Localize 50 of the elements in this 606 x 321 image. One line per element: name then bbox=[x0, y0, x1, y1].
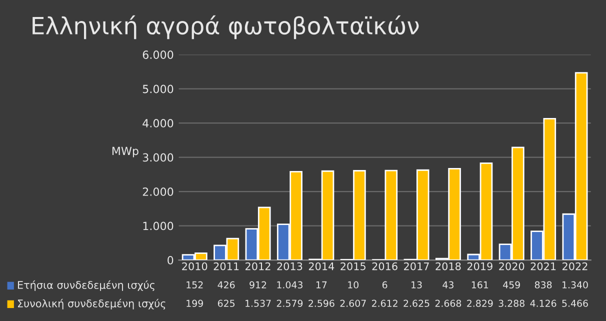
data-label: 152 bbox=[186, 281, 203, 288]
data-label: 838 bbox=[534, 281, 552, 288]
data-label: 17 bbox=[316, 281, 327, 288]
y-tick-label: 2.000 bbox=[142, 188, 174, 196]
data-label: 2.625 bbox=[404, 300, 430, 307]
y-tick-label: 5.000 bbox=[142, 84, 174, 94]
x-tick-label: 2021 bbox=[530, 262, 556, 270]
data-label: 6 bbox=[382, 281, 388, 288]
y-tick-label: 3.000 bbox=[142, 153, 174, 162]
data-label: 912 bbox=[250, 281, 266, 288]
x-tick-label: 2018 bbox=[436, 262, 461, 270]
x-tick-label: 2022 bbox=[562, 262, 588, 270]
data-label: 199 bbox=[186, 300, 203, 307]
data-label: 459 bbox=[503, 281, 520, 288]
data-label: 426 bbox=[218, 281, 235, 288]
y-tick-label: 6.000 bbox=[142, 50, 174, 59]
data-label: 625 bbox=[218, 300, 235, 307]
data-label: 10 bbox=[348, 281, 358, 288]
data-label: 2.668 bbox=[435, 300, 462, 307]
x-tick-label: 2017 bbox=[404, 262, 429, 270]
data-label: 1.340 bbox=[562, 281, 588, 288]
x-tick-label: 2015 bbox=[340, 262, 366, 270]
x-tick-label: 2020 bbox=[499, 262, 524, 270]
data-label: 1.537 bbox=[246, 300, 271, 307]
x-tick-label: 2010 bbox=[182, 262, 208, 270]
x-tick-label: 2014 bbox=[308, 262, 334, 270]
data-label: 2.829 bbox=[467, 300, 493, 307]
y-tick-label: 1.000 bbox=[143, 222, 174, 230]
data-label: 43 bbox=[442, 281, 454, 288]
legend-label: Συνολική συνδεδεμένη ισχύς bbox=[18, 298, 166, 310]
data-label: 2.579 bbox=[276, 300, 303, 307]
data-label: 1.043 bbox=[277, 281, 302, 288]
chart-title: Ελληνική αγορά φωτοβολταϊκών bbox=[32, 15, 419, 40]
x-tick-label: 2013 bbox=[277, 262, 302, 270]
x-tick-label: 2016 bbox=[372, 262, 398, 270]
y-tick-label: 0 bbox=[168, 256, 174, 264]
x-tick-label: 2012 bbox=[246, 262, 270, 270]
data-label: 13 bbox=[412, 281, 422, 288]
x-tick-label: 2011 bbox=[214, 262, 239, 270]
y-tick-label: 4.000 bbox=[142, 119, 174, 128]
data-label: 2.607 bbox=[340, 300, 366, 307]
data-label: 4.126 bbox=[530, 300, 556, 307]
legend-label: Ετήσια συνδεδεμένη ισχύς bbox=[18, 280, 154, 291]
data-label: 2.612 bbox=[372, 300, 398, 307]
x-tick-label: 2019 bbox=[467, 262, 492, 270]
data-label: 161 bbox=[472, 281, 488, 288]
data-label: 5.466 bbox=[562, 300, 588, 307]
data-label: 3.288 bbox=[498, 300, 524, 307]
y-axis-title: MWp bbox=[112, 146, 138, 158]
data-label: 2.596 bbox=[308, 300, 334, 307]
